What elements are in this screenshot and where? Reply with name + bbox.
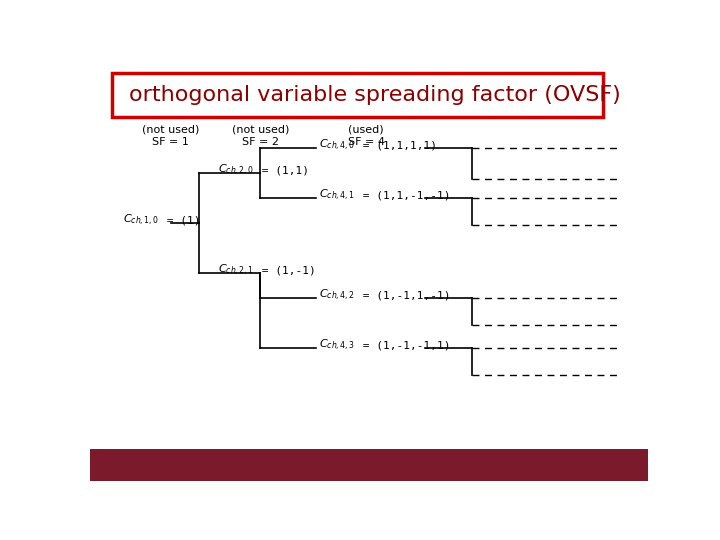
Text: $C_{ch,1,0}$: $C_{ch,1,0}$ bbox=[124, 213, 160, 228]
Text: $C_{ch,2,1}$: $C_{ch,2,1}$ bbox=[218, 263, 254, 278]
Text: (not used): (not used) bbox=[143, 124, 199, 134]
Text: SF = 2: SF = 2 bbox=[242, 137, 279, 147]
Text: = (1,-1,1,-1): = (1,-1,1,-1) bbox=[356, 291, 450, 301]
FancyBboxPatch shape bbox=[112, 73, 603, 117]
Text: = (1,1): = (1,1) bbox=[255, 166, 309, 176]
Text: orthogonal variable spreading factor (OVSF): orthogonal variable spreading factor (OV… bbox=[129, 85, 621, 105]
Text: $C_{ch,4,1}$: $C_{ch,4,1}$ bbox=[319, 188, 355, 204]
Text: $C_{ch,2,0}$: $C_{ch,2,0}$ bbox=[218, 163, 255, 178]
Text: $C_{ch,4,2}$: $C_{ch,4,2}$ bbox=[319, 288, 355, 303]
Text: = (1,1,-1,-1): = (1,1,-1,-1) bbox=[356, 191, 450, 201]
Text: = (1,-1): = (1,-1) bbox=[255, 266, 316, 275]
Text: (not used): (not used) bbox=[232, 124, 289, 134]
Text: (used): (used) bbox=[348, 124, 384, 134]
Text: $C_{ch,4,0}$: $C_{ch,4,0}$ bbox=[319, 138, 355, 153]
Text: $C_{ch,4,3}$: $C_{ch,4,3}$ bbox=[319, 338, 355, 353]
Text: = (1,-1,-1,1): = (1,-1,-1,1) bbox=[356, 340, 450, 350]
Text: = (1): = (1) bbox=[161, 215, 201, 226]
Text: = (1,1,1,1): = (1,1,1,1) bbox=[356, 141, 436, 151]
Text: SF = 4: SF = 4 bbox=[348, 137, 384, 147]
Text: SF = 1: SF = 1 bbox=[153, 137, 189, 147]
Bar bbox=[90, 449, 648, 481]
